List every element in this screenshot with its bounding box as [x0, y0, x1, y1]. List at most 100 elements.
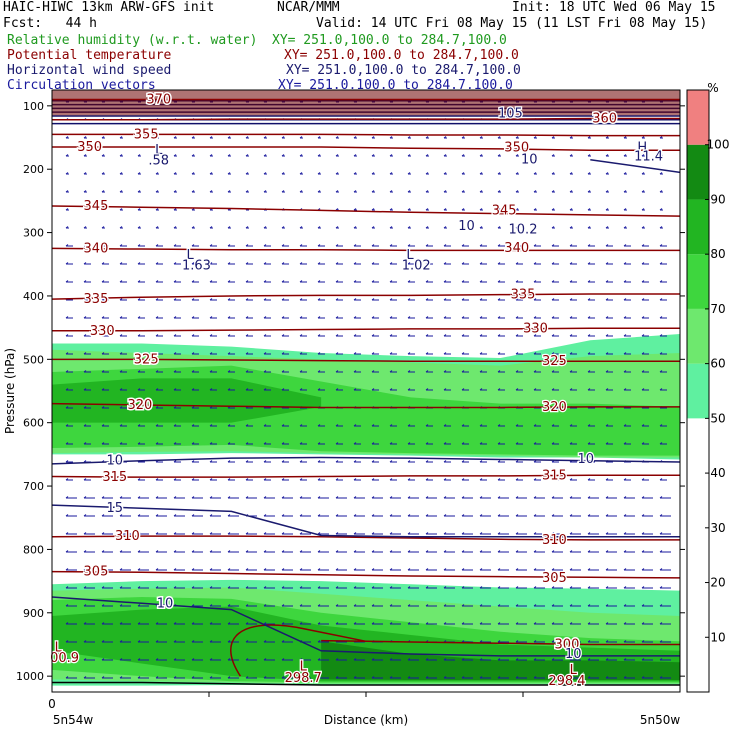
vector-arrowhead [65, 280, 69, 283]
colorbar-tick-label: 70 [710, 302, 725, 316]
vector-arrowhead [209, 370, 213, 373]
vector-arrowhead [83, 136, 87, 139]
vector-arrowhead [425, 586, 429, 589]
vector-arrowhead [137, 154, 141, 157]
vector-arrowhead [299, 370, 303, 373]
vector-arrowhead [83, 334, 87, 337]
vector-arrowhead [533, 388, 537, 391]
vector-arrowhead [371, 352, 375, 355]
vector-arrowhead [515, 550, 519, 553]
vector-arrowhead [101, 568, 105, 571]
vector-arrowhead [227, 262, 231, 265]
vector-arrowhead [191, 514, 195, 517]
vector-arrowhead [191, 550, 195, 553]
vector-arrowhead [317, 316, 321, 319]
vector-arrowhead [533, 478, 537, 481]
vector-arrowhead [569, 514, 573, 517]
annotation-label: L [187, 248, 195, 263]
vector-arrowhead [119, 388, 123, 391]
wind-label-0: 10 [107, 454, 124, 469]
vector-arrowhead [497, 280, 501, 283]
vector-arrowhead [191, 280, 195, 283]
vector-arrowhead [173, 460, 177, 463]
vector-arrowhead [659, 316, 663, 319]
vector-arrowhead [587, 262, 591, 265]
vector-arrowhead [263, 352, 267, 355]
vector-arrowhead [389, 280, 393, 283]
vector-arrowhead [317, 352, 321, 355]
theta-contour-300 [321, 639, 680, 646]
vector-arrowhead [155, 316, 159, 319]
vector-arrowhead [227, 658, 231, 661]
vector-arrowhead [101, 658, 105, 661]
vector-arrowhead [137, 280, 141, 283]
vector-arrowhead [641, 640, 645, 643]
vector-arrowhead [119, 190, 123, 193]
vector-arrowhead [263, 532, 267, 535]
vector-arrowhead [497, 496, 501, 499]
vector-arrowhead [317, 226, 321, 229]
vector-arrowhead [605, 226, 609, 229]
vector-arrowhead [641, 478, 645, 481]
vector-arrowhead [245, 334, 249, 337]
vector-arrowhead [155, 442, 159, 445]
vector-arrowhead [659, 370, 663, 373]
vector-arrowhead [137, 298, 141, 301]
vector-arrowhead [587, 532, 591, 535]
vector-arrowhead [443, 262, 447, 265]
vector-arrowhead [371, 244, 375, 247]
vector-arrowhead [659, 244, 663, 247]
vector-arrowhead [551, 352, 555, 355]
vector-arrowhead [209, 424, 213, 427]
vector-arrowhead [569, 640, 573, 643]
vector-arrowhead [119, 244, 123, 247]
vector-arrowhead [461, 460, 465, 463]
vector-arrowhead [137, 208, 141, 211]
vector-arrowhead [173, 640, 177, 643]
vector-arrowhead [533, 262, 537, 265]
wind-label-3: 10 [521, 153, 538, 168]
vector-arrowhead [209, 640, 213, 643]
annotation-label: 1.02 [402, 259, 431, 274]
vector-arrowhead [659, 136, 663, 139]
vector-arrowhead [263, 154, 267, 157]
vector-arrowhead [497, 136, 501, 139]
vector-arrowhead [299, 676, 303, 679]
vector-arrowhead [389, 514, 393, 517]
vector-arrowhead [407, 532, 411, 535]
vector-arrowhead [515, 496, 519, 499]
vector-arrowhead [533, 640, 537, 643]
vector-arrowhead [371, 460, 375, 463]
vector-arrowhead [371, 334, 375, 337]
vector-arrowhead [443, 676, 447, 679]
vector-arrowhead [353, 208, 357, 211]
vector-arrowhead [479, 550, 483, 553]
vector-arrowhead [209, 496, 213, 499]
vector-arrowhead [317, 532, 321, 535]
y-tick-label: 1000 [16, 670, 44, 683]
vector-arrowhead [227, 280, 231, 283]
vector-arrowhead [605, 658, 609, 661]
vector-arrowhead [425, 514, 429, 517]
vector-arrowhead [209, 298, 213, 301]
theta-contour-325 [52, 358, 680, 362]
vector-arrowhead [317, 244, 321, 247]
vector-arrowhead [623, 622, 627, 625]
vector-arrowhead [371, 676, 375, 679]
vector-arrowhead [533, 334, 537, 337]
upper-theta-band [52, 90, 680, 116]
vector-arrowhead [299, 280, 303, 283]
vector-arrowhead [641, 550, 645, 553]
vector-arrowhead [353, 424, 357, 427]
vector-arrowhead [65, 352, 69, 355]
vector-arrowhead [245, 442, 249, 445]
vector-arrowhead [101, 262, 105, 265]
theta-low-loop [230, 624, 367, 677]
vector-arrowhead [281, 586, 285, 589]
vector-arrowhead [227, 352, 231, 355]
annotation-label: 320 [542, 400, 567, 415]
init-time: Init: 18 UTC Wed 06 May 15 [512, 0, 716, 15]
vector-arrowhead [623, 352, 627, 355]
vector-arrowhead [263, 334, 267, 337]
vector-arrowhead [551, 370, 555, 373]
